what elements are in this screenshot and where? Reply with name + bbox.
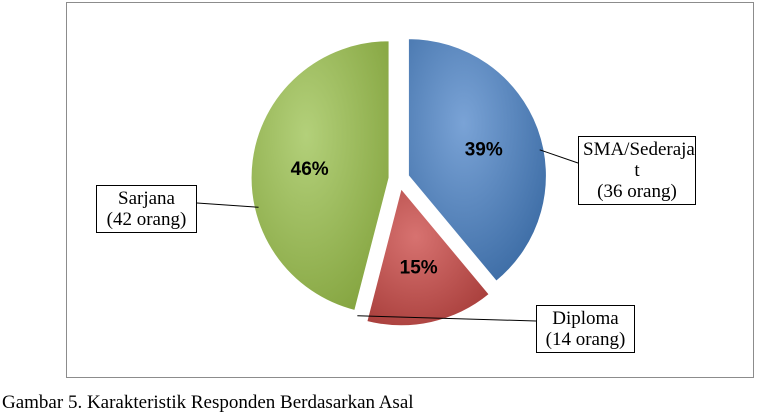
leader-line-sma (539, 149, 579, 164)
slice-label-line: (14 orang) (545, 329, 626, 350)
leader-line-diploma (357, 315, 537, 322)
pie-slice-sarjana (250, 40, 390, 312)
slice-percent-diploma: 15% (400, 257, 438, 278)
chart-area: 39% 15% 46% SMA/Sederaja t (36 orang) Dipl… (66, 2, 754, 378)
slice-label-line: SMA/Sederaja (583, 139, 695, 160)
slice-label-sma: SMA/Sederaja t (36 orang) (578, 136, 696, 205)
slice-label-line: Diploma (552, 308, 619, 329)
figure-caption: Gambar 5. Karakteristik Responden Berdas… (2, 392, 414, 413)
slice-percent-sma: 39% (465, 140, 503, 161)
slice-label-line: t (634, 160, 640, 181)
pie-slice-sma (407, 38, 547, 282)
slice-label-line: (42 orang) (106, 209, 187, 230)
slice-label-line: (36 orang) (597, 181, 677, 202)
slice-label-line: Sarjana (118, 188, 175, 209)
pie-chart: 39% 15% 46% (196, 38, 579, 327)
pie-slice-diploma (366, 187, 490, 327)
slice-label-diploma: Diploma (14 orang) (536, 305, 635, 353)
leader-line-sarjana (196, 202, 259, 208)
slice-percent-sarjana: 46% (291, 159, 329, 180)
slice-label-sarjana: Sarjana (42 orang) (96, 185, 197, 233)
